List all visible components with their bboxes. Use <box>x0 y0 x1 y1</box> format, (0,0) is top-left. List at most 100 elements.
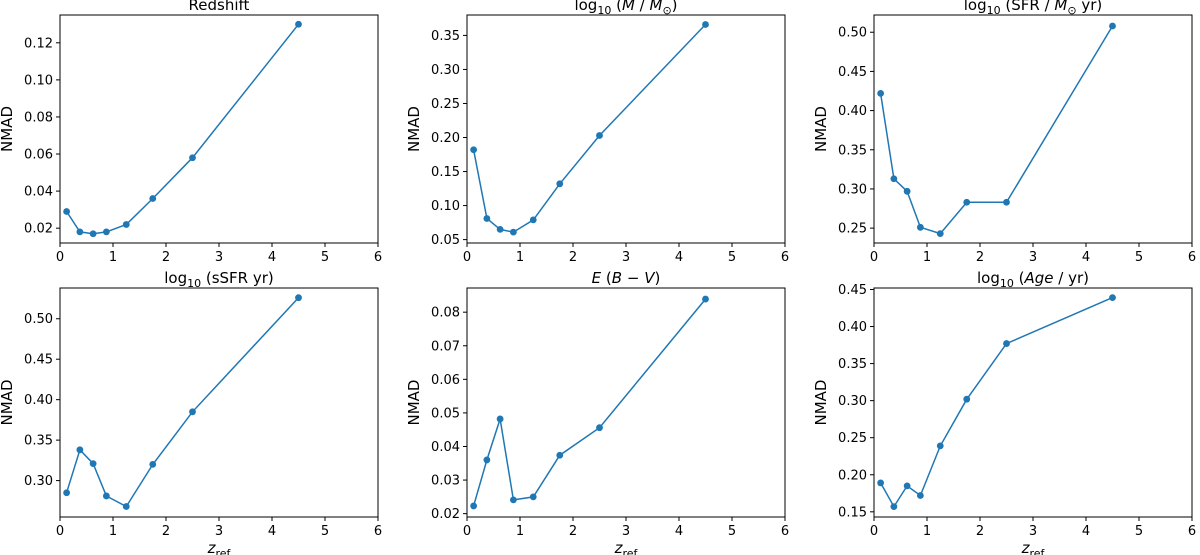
title-part: B <box>612 269 622 287</box>
y-tick-label: 0.40 <box>838 104 867 119</box>
y-tick-label: 0.07 <box>431 339 460 354</box>
y-tick-label: 0.35 <box>838 357 867 372</box>
y-tick-label: 0.05 <box>431 406 460 421</box>
x-tick-label: 2 <box>976 250 984 265</box>
title-part: Age <box>1023 269 1053 287</box>
title-part: ( <box>611 0 622 14</box>
y-tick-label: 0.45 <box>24 353 53 368</box>
data-point <box>596 424 603 432</box>
subplot-title: log10 (SFR / M⊙ yr) <box>964 0 1103 17</box>
series-line <box>879 25 1114 235</box>
x-tick-label: 6 <box>1188 250 1196 265</box>
data-point <box>963 198 971 206</box>
x-tick-label: 3 <box>622 524 630 539</box>
data-point <box>509 496 517 504</box>
data-point <box>102 492 110 500</box>
x-tick-label: 1 <box>516 524 524 539</box>
data-point <box>102 228 110 236</box>
x-tick-label: 4 <box>1082 250 1090 265</box>
x-tick-label: 3 <box>622 250 630 265</box>
title-part: / <box>635 0 650 14</box>
y-axis-label: NMAD <box>812 106 830 152</box>
y-tick-label: 0.08 <box>431 306 460 321</box>
data-point <box>1109 294 1116 302</box>
data-point <box>877 89 885 97</box>
title-part: − <box>622 269 644 287</box>
x-tick-label: 5 <box>1135 524 1143 539</box>
data-point <box>189 154 196 162</box>
data-point <box>470 502 478 510</box>
x-tick-label: 4 <box>1082 524 1090 539</box>
y-tick-label: 0.12 <box>24 36 53 51</box>
series-line <box>472 23 707 233</box>
x-tick-label: 1 <box>923 250 931 265</box>
title-part: 10 <box>987 4 1001 17</box>
x-axis-label: zref <box>1021 539 1046 555</box>
series-line <box>65 23 300 235</box>
data-point <box>122 221 130 228</box>
title-part: ) <box>672 0 678 14</box>
y-tick-label: 0.08 <box>24 110 53 125</box>
data-point <box>877 479 885 487</box>
data-point <box>76 228 84 236</box>
data-point <box>149 461 157 468</box>
y-tick-label: 0.20 <box>838 468 867 483</box>
title-part: (sSFR yr) <box>201 269 274 287</box>
x-tick-label: 5 <box>728 524 736 539</box>
y-tick-label: 0.25 <box>838 222 867 237</box>
x-tick-label: 5 <box>1135 250 1143 265</box>
y-tick-label: 0.35 <box>838 143 867 158</box>
data-point <box>189 408 196 416</box>
x-tick-label: 3 <box>1029 250 1037 265</box>
title-part: Redshift <box>189 0 250 14</box>
subplot-title: log10 (M / M⊙) <box>574 0 677 17</box>
title-part: 10 <box>597 4 611 17</box>
x-tick-label: 3 <box>215 524 223 539</box>
x-tick-label: 2 <box>976 524 984 539</box>
x-tick-label: 0 <box>870 250 878 265</box>
y-axis-label: NMAD <box>812 380 830 426</box>
x-tick-label: 6 <box>374 524 382 539</box>
y-axis-label: NMAD <box>0 380 16 426</box>
data-point <box>483 215 491 222</box>
series-line <box>65 297 300 508</box>
data-point <box>76 446 84 454</box>
y-tick-label: 0.30 <box>838 182 867 197</box>
data-point <box>295 20 302 28</box>
y-tick-label: 0.50 <box>838 26 867 41</box>
x-tick-label: 4 <box>268 524 276 539</box>
axes-frame <box>466 287 786 518</box>
y-tick-label: 0.15 <box>838 505 867 520</box>
x-tick-label: 6 <box>781 250 789 265</box>
subplot-3: 0 1 2 3 4 5 6 0.25 0.30 0.35 0.40 0.45 0.50 NMAD log10… <box>812 0 1196 265</box>
data-point <box>903 187 911 195</box>
data-point <box>122 503 130 510</box>
data-point <box>149 195 157 202</box>
data-point <box>496 225 504 233</box>
y-tick-label: 0.40 <box>24 393 53 408</box>
y-tick-label: 0.35 <box>24 434 53 449</box>
y-tick-label: 0.30 <box>24 474 53 489</box>
y-tick-label: 0.05 <box>431 233 460 248</box>
y-axis-label: NMAD <box>405 106 423 152</box>
title-part: ⊙ <box>662 4 671 17</box>
data-point <box>556 180 564 188</box>
data-point <box>596 132 603 139</box>
data-point <box>63 489 71 497</box>
subplot-4: 0 1 2 3 4 5 6 0.30 0.35 0.40 0.45 0.50 NMAD zref log10… <box>0 269 382 555</box>
subplot-title: log10 (sSFR yr) <box>164 269 274 290</box>
series-line <box>879 296 1113 509</box>
data-point <box>1109 22 1116 30</box>
y-tick-label: 0.10 <box>431 199 460 214</box>
title-part: M <box>650 0 663 14</box>
title-part: log <box>964 0 987 14</box>
title-part: (SFR / <box>1001 0 1055 14</box>
subplot-title: Redshift <box>189 0 250 14</box>
subplot-5: 0 1 2 3 4 5 6 0.02 0.03 0.04 0.05 0.06 0.07 0.08 NMAD z… <box>405 269 789 555</box>
title-part: M <box>1054 0 1067 14</box>
title-part: log <box>574 0 597 14</box>
x-tick-label: 0 <box>56 250 64 265</box>
axes-frame <box>873 287 1193 518</box>
title-part: 10 <box>1000 277 1014 290</box>
data-point <box>483 456 491 464</box>
